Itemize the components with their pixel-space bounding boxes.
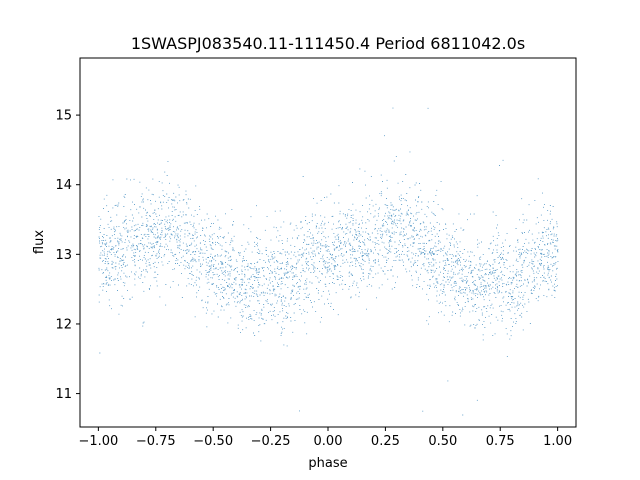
y-tick-label: 11 bbox=[55, 387, 72, 402]
x-tick-label: 0.75 bbox=[486, 434, 515, 449]
x-tick-label: 0.25 bbox=[371, 434, 400, 449]
x-tick-label: −0.25 bbox=[251, 434, 291, 449]
y-tick-label: 14 bbox=[55, 178, 72, 193]
x-tick-label: 1.00 bbox=[543, 434, 572, 449]
y-tick-label: 15 bbox=[55, 109, 72, 124]
x-axis-label: phase bbox=[308, 456, 347, 471]
x-axis: −1.00 −0.75 −0.50 −0.25 0.00 0.25 0.50 0.75 1.00 bbox=[78, 427, 572, 449]
scatter-points bbox=[98, 107, 559, 416]
x-tick-label: −1.00 bbox=[78, 434, 118, 449]
y-axis: 11 12 13 14 15 bbox=[55, 109, 80, 402]
data-points bbox=[98, 107, 559, 416]
x-tick-label: 0.50 bbox=[428, 434, 457, 449]
x-tick-label: −0.50 bbox=[193, 434, 233, 449]
chart-title: 1SWASPJ083540.11-111450.4 Period 6811042… bbox=[131, 34, 525, 53]
y-tick-label: 12 bbox=[55, 317, 72, 332]
y-axis-label: flux bbox=[32, 230, 47, 254]
y-tick-label: 13 bbox=[55, 248, 72, 263]
x-tick-label: 0.00 bbox=[314, 434, 343, 449]
x-tick-label: −0.75 bbox=[136, 434, 176, 449]
